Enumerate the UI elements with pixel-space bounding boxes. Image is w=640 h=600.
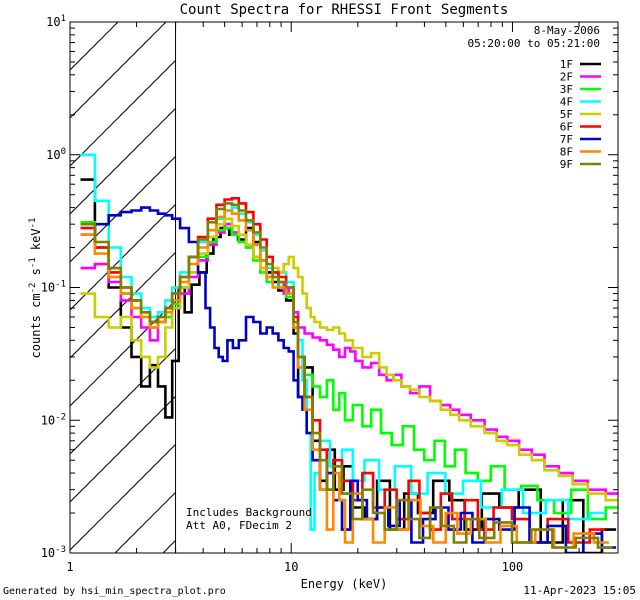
axis-ticks — [69, 21, 619, 554]
footer-timestamp: 11-Apr-2023 15:05 — [523, 584, 636, 597]
legend-label: 4F — [560, 96, 573, 109]
y-label-tail: keV — [29, 228, 43, 257]
legend-label: 3F — [560, 83, 573, 96]
hatch-line — [70, 107, 176, 215]
y-label-base: counts cm — [29, 293, 43, 358]
hatch-line — [70, 443, 176, 551]
x-tick-labels: 1 10 100 — [66, 560, 523, 574]
y-label-exp2: -1 — [28, 257, 38, 268]
footer-generated-by: Generated by hsi_min_spectra_plot.pro — [3, 586, 226, 597]
legend-label: 8F — [560, 146, 573, 159]
x-tick-label: 10 — [284, 560, 298, 574]
time-range-label: 05:20:00 to 05:21:00 — [468, 37, 600, 50]
annotation-attenuator: Att A0, FDecim 2 — [186, 519, 292, 532]
legend-label: 9F — [560, 158, 573, 171]
legend-label: 7F — [560, 133, 573, 146]
hatch-line — [70, 203, 176, 311]
hatch-line — [70, 299, 176, 407]
legend-label: 2F — [560, 71, 573, 84]
y-tick-label: 10-2 — [41, 412, 66, 427]
legend-label: 5F — [560, 108, 573, 121]
hatched-region — [70, 22, 176, 553]
y-tick-label: 10-3 — [41, 545, 66, 560]
x-tick-label: 1 — [66, 560, 73, 574]
y-tick-label: 101 — [46, 14, 66, 29]
date-label: 8-May-2006 — [534, 24, 600, 37]
hatch-line — [70, 251, 176, 359]
y-axis-label: counts cm-2 s-1 keV-1 — [28, 218, 43, 359]
legend-label: 1F — [560, 58, 573, 71]
series-7F — [80, 206, 617, 553]
y-tick-label: 100 — [46, 147, 66, 162]
y-tick-label: 10-1 — [41, 280, 66, 295]
series-5F — [80, 217, 618, 502]
series-8F — [80, 209, 609, 549]
series-3F — [80, 221, 618, 521]
data-series — [80, 153, 618, 553]
y-label-mid: s — [29, 268, 43, 282]
y-label-exp1: -2 — [28, 283, 38, 294]
chart-title: Count Spectra for RHESSI Front Segments — [180, 2, 509, 18]
legend-label: 6F — [560, 121, 573, 134]
series-9F — [80, 202, 613, 549]
y-tick-labels: 101 100 10-1 10-2 10-3 — [41, 14, 66, 560]
hatch-line — [70, 22, 167, 119]
series-2F — [80, 222, 618, 495]
annotation-background: Includes Background — [186, 506, 312, 519]
y-label-exp3: -1 — [28, 218, 38, 229]
x-tick-label: 100 — [502, 560, 524, 574]
x-axis-label: Energy (keV) — [301, 577, 388, 591]
hatch-line — [70, 395, 176, 503]
hatch-line — [70, 59, 176, 167]
series-1F — [80, 178, 617, 553]
